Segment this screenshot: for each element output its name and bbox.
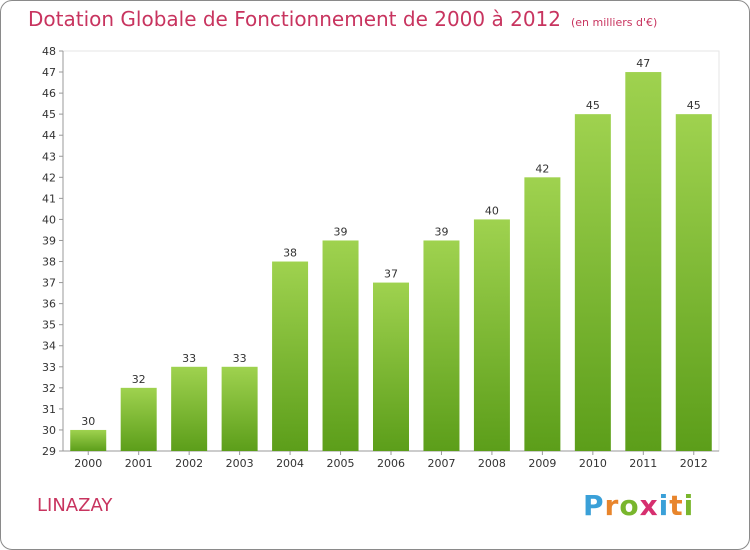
x-tick-label-2006: 2006 [377, 457, 405, 470]
value-label-2009: 42 [535, 162, 549, 175]
x-tick-label-2003: 2003 [226, 457, 254, 470]
value-label-2001: 32 [132, 373, 146, 386]
y-tick-label: 29 [42, 445, 56, 458]
value-label-2000: 30 [81, 415, 95, 428]
x-tick-label-2007: 2007 [427, 457, 455, 470]
bar-2006 [373, 282, 409, 451]
y-tick-label: 40 [42, 213, 56, 226]
y-tick-label: 34 [42, 340, 56, 353]
value-label-2008: 40 [485, 204, 499, 217]
logo-letter: o [619, 489, 640, 522]
axes: 29 30 31 32 33 34 35 36 37 38 39 40 41 42 43 44 45 46 47 48… [42, 45, 720, 470]
value-label-2011: 47 [636, 57, 650, 70]
bar-2005 [322, 240, 359, 451]
value-label-2006: 37 [384, 268, 398, 281]
value-label-2004: 38 [283, 247, 297, 260]
x-tick-label-2005: 2005 [327, 457, 355, 470]
bar-2008 [473, 219, 510, 451]
y-tick-label: 42 [42, 171, 56, 184]
value-label-2007: 39 [434, 225, 448, 238]
logo-letter: r [604, 489, 620, 522]
y-tick-label: 45 [42, 108, 56, 121]
y-tick-label: 41 [42, 192, 56, 205]
value-label-2005: 39 [334, 225, 348, 238]
x-tick-label-2011: 2011 [629, 457, 657, 470]
bar-chart: 29 30 31 32 33 34 35 36 37 38 39 40 41 42 43 44 45 46 47 48… [42, 45, 720, 470]
y-tick-label: 44 [42, 129, 56, 142]
commune-name: LINAZAY [37, 495, 113, 516]
proxiti-logo: Proxiti [583, 489, 694, 522]
y-tick-label: 36 [42, 298, 56, 311]
y-tick-label: 32 [42, 382, 56, 395]
logo-letter: P [583, 489, 605, 522]
value-label-2003: 33 [233, 352, 247, 365]
bars: 30 32 33 33 38 39 37 39 40 42 45 47 45 [70, 57, 712, 451]
x-tick-label-2002: 2002 [175, 457, 203, 470]
bar-2003 [221, 366, 258, 451]
x-tick-label-2012: 2012 [680, 457, 708, 470]
bar-2001 [120, 387, 157, 451]
x-tick-label-2008: 2008 [478, 457, 506, 470]
y-tick-label: 38 [42, 256, 56, 269]
bar-2004 [272, 261, 309, 451]
x-tick-label-2010: 2010 [579, 457, 607, 470]
bar-2011 [625, 72, 662, 451]
y-tick-label: 47 [42, 66, 56, 79]
y-tick-label: 37 [42, 277, 56, 290]
bar-2007 [423, 240, 460, 451]
bar-2000 [70, 429, 107, 451]
y-tick-label: 35 [42, 319, 56, 332]
bar-2012 [675, 114, 712, 451]
logo-letter: i [658, 489, 670, 522]
y-tick-label: 43 [42, 150, 56, 163]
y-tick-label: 33 [42, 361, 56, 374]
value-label-2010: 45 [586, 99, 600, 112]
value-label-2002: 33 [182, 352, 196, 365]
y-tick-label: 48 [42, 45, 56, 58]
x-tick-label-2004: 2004 [276, 457, 304, 470]
chart-title-text: Dotation Globale de Fonctionnement de 20… [28, 7, 561, 31]
value-label-2012: 45 [687, 99, 701, 112]
y-tick-label: 39 [42, 234, 56, 247]
x-tick-label-2001: 2001 [125, 457, 153, 470]
logo-letter: i [683, 489, 695, 522]
bar-2009 [524, 177, 561, 451]
y-tick-label: 30 [42, 424, 56, 437]
x-tick-label-2009: 2009 [528, 457, 556, 470]
x-tick-label-2000: 2000 [74, 457, 102, 470]
y-tick-label: 31 [42, 403, 56, 416]
bar-2010 [574, 114, 611, 451]
y-tick-label: 46 [42, 87, 56, 100]
bar-2002 [171, 366, 208, 451]
logo-letter: t [669, 489, 684, 522]
chart-title: Dotation Globale de Fonctionnement de 20… [28, 7, 657, 31]
chart-subtitle: (en milliers d'€) [571, 16, 658, 29]
logo-letter: x [639, 489, 659, 522]
